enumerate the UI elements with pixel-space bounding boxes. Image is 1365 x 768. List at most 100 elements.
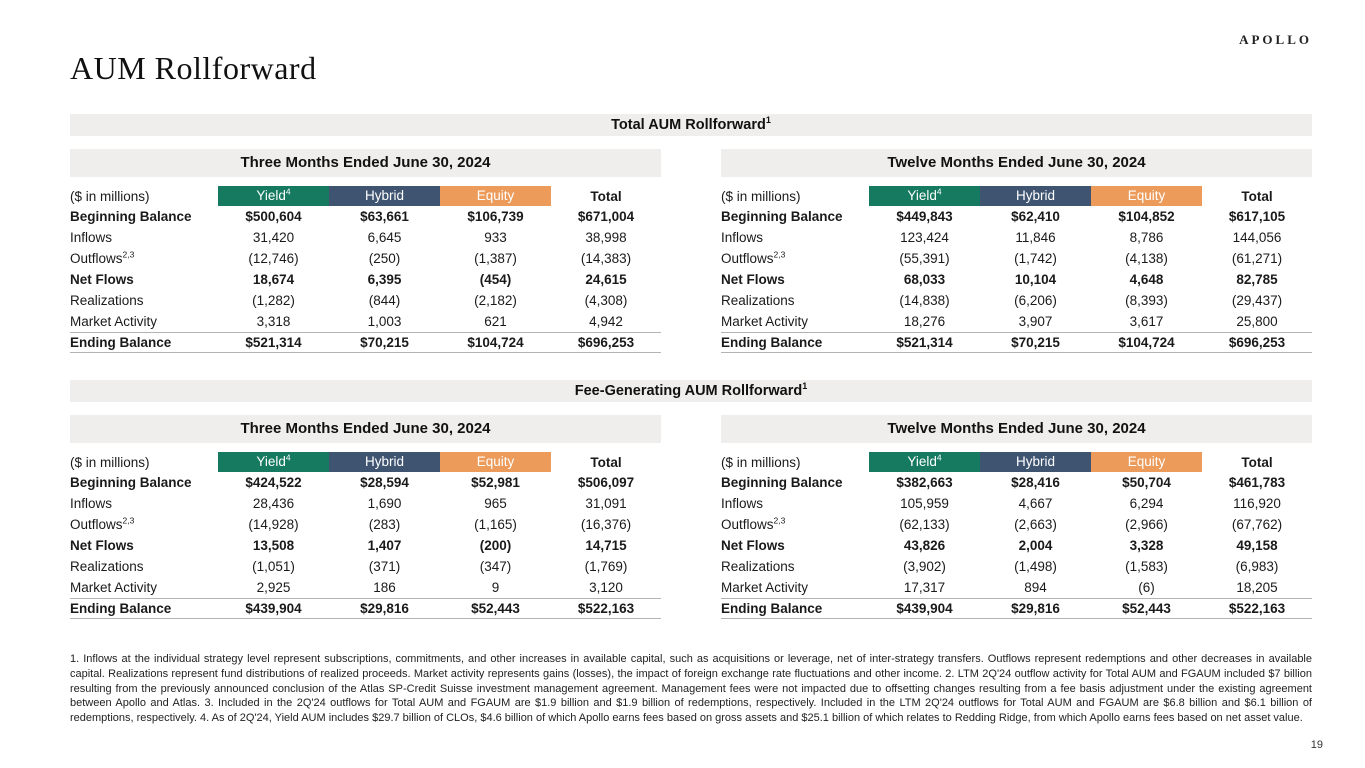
cell-value: 38,998 (585, 230, 627, 245)
cell-value: $28,594 (360, 475, 409, 490)
row-label: Realizations (721, 293, 795, 308)
cell-value: (1,742) (1014, 251, 1057, 266)
row-label: Market Activity (70, 314, 158, 329)
table-row: Beginning Balance $449,843 $62,410 $104,852… (721, 206, 1312, 227)
table-body: Beginning Balance $449,843 $62,410 $104,852… (721, 206, 1312, 353)
column-header-hybrid: Hybrid (329, 186, 440, 206)
units-label: ($ in millions) (70, 454, 150, 470)
cell-value: 28,436 (252, 496, 295, 511)
table-row: Inflows 31,420 6,645 933 38,998 (70, 227, 661, 248)
cell-value: 965 (484, 496, 507, 511)
table-row: Net Flows 43,826 2,004 3,328 49,158 (721, 535, 1312, 556)
yield-label: Yield (907, 188, 937, 203)
table-header-row: ($ in millions) Yield4 Hybrid Equity Tot… (70, 452, 661, 472)
yield-footnote-ref: 4 (936, 186, 942, 197)
column-header-total: Total (590, 188, 622, 204)
cell-value: (1,387) (474, 251, 517, 266)
cell-value: $63,661 (360, 209, 409, 224)
cell-value: (62,133) (899, 517, 950, 532)
cell-value: (4,308) (584, 293, 628, 308)
cell-value: 24,615 (585, 272, 627, 287)
row-footnote-ref: 2,3 (122, 249, 135, 260)
cell-value: 1,407 (367, 538, 402, 553)
cell-value: $617,105 (1228, 209, 1286, 224)
cell-value: (347) (479, 559, 512, 574)
table-fgaum-3m: Three Months Ended June 30, 2024 ($ in m… (70, 415, 661, 619)
row-label: Outflows2,3 (70, 515, 135, 532)
cell-value: $28,416 (1011, 475, 1060, 490)
cell-value: $29,816 (360, 601, 409, 616)
cell-value: $424,522 (245, 475, 302, 490)
cell-value: 3,318 (256, 314, 291, 329)
row-label: Realizations (721, 559, 795, 574)
cell-value: (1,498) (1014, 559, 1057, 574)
cell-value: $506,097 (577, 475, 635, 490)
section-title-banner: Fee-Generating AUM Rollforward1 (70, 380, 1312, 402)
cell-value: 116,920 (1233, 496, 1281, 511)
cell-value: 31,091 (585, 496, 627, 511)
row-label: Beginning Balance (70, 209, 192, 224)
cell-value: 18,674 (252, 272, 295, 287)
yield-footnote-ref: 4 (285, 186, 291, 197)
table-row: Market Activity 3,318 1,003 621 4,942 (70, 311, 661, 332)
row-label: Beginning Balance (721, 475, 843, 490)
row-label: Inflows (721, 230, 764, 245)
cell-value: 68,033 (903, 272, 946, 287)
section-title: Fee-Generating AUM Rollforward (574, 383, 803, 399)
cell-value: 621 (484, 314, 507, 329)
cell-value: 894 (1024, 580, 1047, 595)
row-label: Inflows (70, 230, 113, 245)
row-label: Ending Balance (721, 335, 823, 350)
row-label: Market Activity (70, 580, 158, 595)
table-row: Net Flows 68,033 10,104 4,648 82,785 (721, 269, 1312, 290)
column-header-equity: Equity (1091, 452, 1202, 472)
table-row: Beginning Balance $500,604 $63,661 $106,739… (70, 206, 661, 227)
cell-value: 3,907 (1018, 314, 1053, 329)
page-title: AUM Rollforward (70, 50, 317, 86)
row-label: Outflows2,3 (721, 515, 786, 532)
period-banner: Three Months Ended June 30, 2024 (70, 415, 661, 443)
cell-value: (1,165) (474, 517, 517, 532)
cell-value: 123,424 (900, 230, 949, 245)
cell-value: 144,056 (1232, 230, 1282, 245)
cell-value: $50,704 (1122, 475, 1171, 490)
cell-value: (2,966) (1125, 517, 1168, 532)
slide-header: AUM Rollforward APOLLO (70, 0, 1312, 87)
cell-value: (371) (368, 559, 401, 574)
table-row: Outflows2,3 (12,746) (250) (1,387) (14,383) (70, 248, 661, 269)
table-fgaum-12m: Twelve Months Ended June 30, 2024 ($ in … (721, 415, 1312, 619)
cell-value: $52,981 (471, 475, 520, 490)
table-row: Inflows 105,959 4,667 6,294 116,920 (721, 493, 1312, 514)
table-row: Ending Balance $521,314 $70,215 $104,724 $69… (70, 332, 661, 353)
row-label: Net Flows (721, 272, 785, 287)
yield-footnote-ref: 4 (285, 452, 291, 463)
cell-value: 6,294 (1129, 496, 1164, 511)
column-header-yield: Yield4 (218, 186, 329, 206)
cell-value: $449,843 (896, 209, 953, 224)
period-title: Three Months Ended June 30, 2024 (240, 420, 491, 437)
table-row: Market Activity 17,317 894 (6) 18,205 (721, 577, 1312, 598)
row-label: Beginning Balance (70, 475, 192, 490)
table-row: Realizations (1,282) (844) (2,182) (4,308) (70, 290, 661, 311)
cell-value: 4,648 (1129, 272, 1164, 287)
row-label: Net Flows (70, 272, 134, 287)
cell-value: $52,443 (471, 601, 520, 616)
cell-value: 11,846 (1015, 230, 1056, 245)
table-row: Beginning Balance $382,663 $28,416 $50,704 $… (721, 472, 1312, 493)
cell-value: (16,376) (580, 517, 632, 532)
section-title: Total AUM Rollforward (611, 117, 766, 133)
table-body: Beginning Balance $500,604 $63,661 $106,739… (70, 206, 661, 353)
cell-value: (1,583) (1125, 559, 1168, 574)
cell-value: 2,004 (1018, 538, 1053, 553)
units-label: ($ in millions) (721, 188, 801, 204)
column-header-yield: Yield4 (869, 452, 980, 472)
section-fee-generating-aum: Fee-Generating AUM Rollforward1 Three Mo… (70, 380, 1312, 619)
table-row: Inflows 123,424 11,846 8,786 144,056 (721, 227, 1312, 248)
table-header-row: ($ in millions) Yield4 Hybrid Equity Tot… (721, 186, 1312, 206)
row-label: Inflows (721, 496, 764, 511)
cell-value: 18,205 (1236, 580, 1278, 595)
cell-value: $104,852 (1118, 209, 1175, 224)
cell-value: $29,816 (1011, 601, 1060, 616)
cell-value: $521,314 (896, 335, 953, 350)
column-header-equity: Equity (440, 186, 551, 206)
